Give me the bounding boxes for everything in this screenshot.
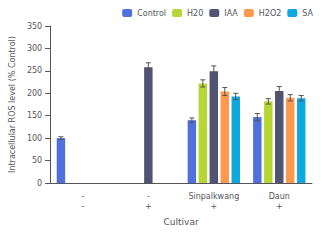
- svg-text:-: -: [81, 202, 84, 211]
- svg-text:-: -: [147, 192, 150, 201]
- svg-text:Cultivar: Cultivar: [164, 217, 199, 227]
- svg-text:200: 200: [27, 89, 42, 98]
- svg-text:50: 50: [32, 156, 42, 165]
- svg-text:250: 250: [27, 66, 42, 75]
- svg-text:Control: Control: [137, 9, 166, 18]
- svg-text:H20: H20: [187, 9, 203, 18]
- svg-text:350: 350: [27, 22, 42, 31]
- svg-text:IAA: IAA: [224, 9, 238, 18]
- svg-text:+: +: [276, 202, 283, 211]
- svg-text:Sinpalkwang: Sinpalkwang: [188, 192, 239, 201]
- svg-text:+: +: [210, 202, 217, 211]
- svg-text:Intracellular ROS level (% Con: Intracellular ROS level (% Control): [8, 36, 17, 173]
- svg-text:H2O2: H2O2: [259, 9, 282, 18]
- svg-text:Daun: Daun: [269, 192, 290, 201]
- svg-text:SA: SA: [302, 9, 313, 18]
- svg-text:300: 300: [27, 44, 42, 53]
- svg-text:0: 0: [37, 179, 42, 188]
- svg-text:+: +: [145, 202, 152, 211]
- svg-text:150: 150: [27, 111, 42, 120]
- svg-text:100: 100: [27, 134, 42, 143]
- svg-text:-: -: [81, 192, 84, 201]
